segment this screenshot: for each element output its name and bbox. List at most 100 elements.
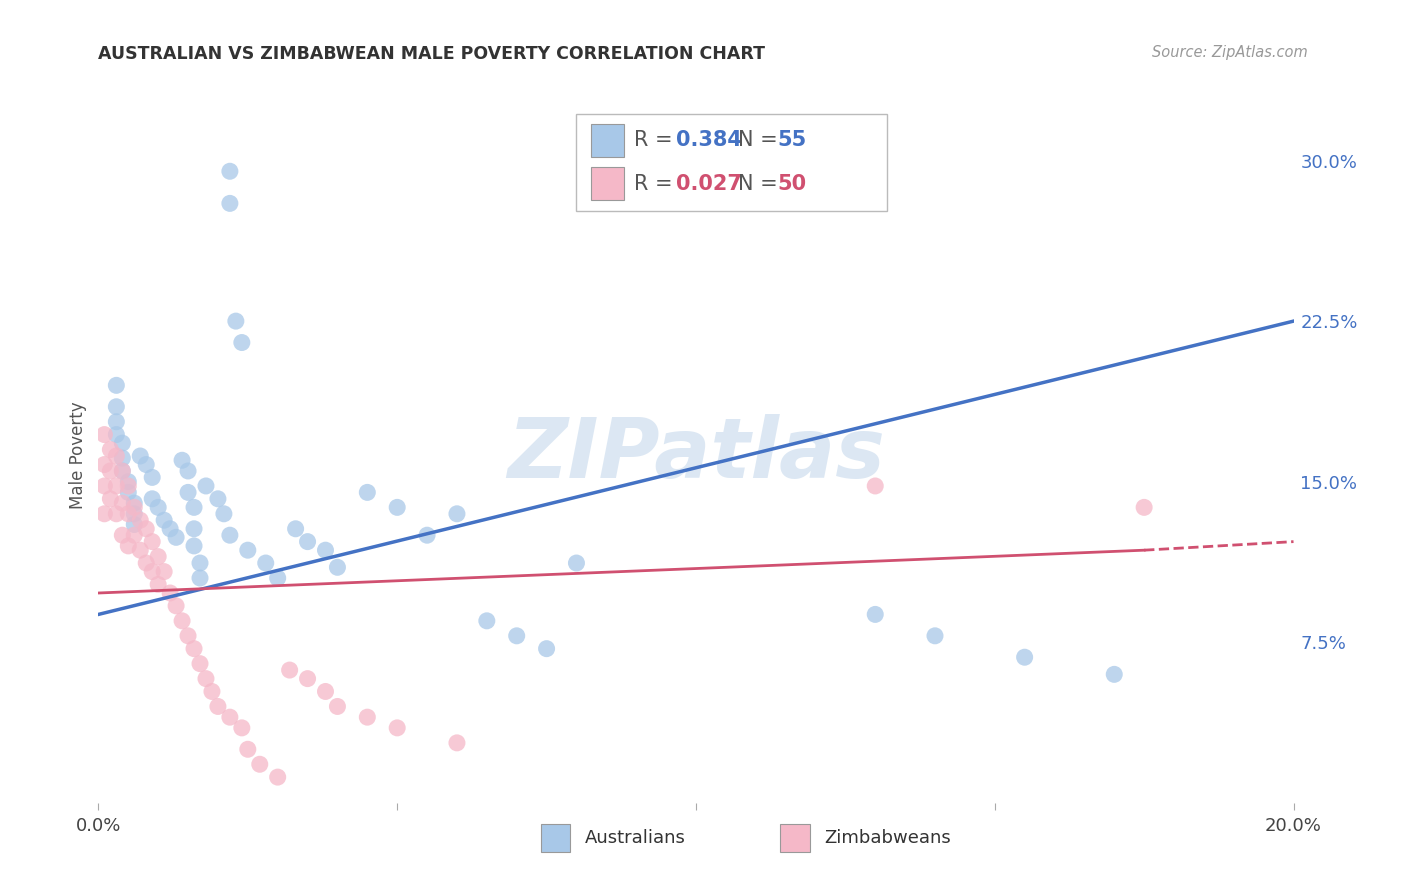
Text: 50: 50 — [778, 174, 807, 194]
Point — [236, 742, 259, 756]
Point — [117, 475, 139, 489]
Point — [141, 470, 163, 484]
Point — [1014, 650, 1036, 665]
Point — [446, 507, 468, 521]
Point — [105, 378, 128, 392]
Point — [231, 335, 253, 350]
Point — [207, 491, 229, 506]
Point — [177, 464, 200, 478]
Point — [236, 543, 259, 558]
Point — [315, 543, 337, 558]
Point — [117, 507, 139, 521]
FancyBboxPatch shape — [591, 124, 624, 157]
Point — [219, 528, 242, 542]
Text: N =: N = — [738, 130, 785, 151]
Point — [177, 485, 200, 500]
Point — [207, 699, 229, 714]
Point — [536, 641, 558, 656]
Point — [177, 629, 200, 643]
Point — [172, 614, 194, 628]
Point — [129, 449, 152, 463]
Point — [249, 757, 271, 772]
Point — [98, 491, 122, 506]
Text: R =: R = — [634, 174, 679, 194]
Point — [165, 530, 187, 544]
Point — [865, 607, 887, 622]
Y-axis label: Male Poverty: Male Poverty — [69, 401, 87, 508]
Text: Zimbabweans: Zimbabweans — [824, 829, 950, 847]
Point — [1104, 667, 1126, 681]
Point — [129, 513, 152, 527]
Point — [111, 528, 134, 542]
Point — [297, 672, 319, 686]
Point — [105, 449, 128, 463]
Text: AUSTRALIAN VS ZIMBABWEAN MALE POVERTY CORRELATION CHART: AUSTRALIAN VS ZIMBABWEAN MALE POVERTY CO… — [98, 45, 765, 62]
Point — [159, 586, 181, 600]
Point — [105, 415, 128, 429]
Text: N =: N = — [738, 174, 785, 194]
Point — [326, 560, 349, 574]
Point — [506, 629, 529, 643]
Point — [188, 657, 211, 671]
Point — [105, 427, 128, 442]
Point — [219, 710, 242, 724]
Point — [231, 721, 253, 735]
Point — [105, 507, 128, 521]
Point — [93, 458, 115, 472]
Point — [117, 479, 139, 493]
Point — [278, 663, 301, 677]
Point — [183, 500, 205, 515]
Point — [219, 196, 242, 211]
Point — [225, 314, 247, 328]
Point — [565, 556, 588, 570]
Point — [93, 479, 115, 493]
Point — [195, 479, 218, 493]
Point — [865, 479, 887, 493]
Point — [98, 442, 122, 457]
Point — [111, 496, 134, 510]
Point — [188, 571, 211, 585]
Point — [267, 770, 290, 784]
Point — [195, 672, 218, 686]
Point — [159, 522, 181, 536]
Point — [219, 164, 242, 178]
Point — [124, 528, 146, 542]
Point — [124, 507, 146, 521]
Point — [111, 464, 134, 478]
Point — [267, 571, 290, 585]
Text: 55: 55 — [778, 130, 807, 151]
Point — [98, 464, 122, 478]
Text: 0.027: 0.027 — [676, 174, 741, 194]
Point — [93, 427, 115, 442]
Point — [129, 543, 152, 558]
Point — [446, 736, 468, 750]
FancyBboxPatch shape — [576, 114, 887, 211]
Text: Australians: Australians — [585, 829, 686, 847]
FancyBboxPatch shape — [591, 167, 624, 201]
Point — [165, 599, 187, 613]
Point — [135, 522, 157, 536]
Point — [117, 539, 139, 553]
Point — [135, 458, 157, 472]
Point — [105, 479, 128, 493]
Point — [111, 436, 134, 450]
Text: ZIPatlas: ZIPatlas — [508, 415, 884, 495]
Point — [183, 539, 205, 553]
Point — [475, 614, 498, 628]
Point — [416, 528, 439, 542]
Text: R =: R = — [634, 130, 679, 151]
Point — [356, 710, 378, 724]
Point — [183, 641, 205, 656]
Text: Source: ZipAtlas.com: Source: ZipAtlas.com — [1152, 45, 1308, 60]
Point — [1133, 500, 1156, 515]
Point — [111, 451, 134, 466]
Text: 0.384: 0.384 — [676, 130, 741, 151]
Point — [183, 522, 205, 536]
FancyBboxPatch shape — [779, 823, 810, 852]
Point — [124, 517, 146, 532]
Point — [326, 699, 349, 714]
Point — [124, 500, 146, 515]
Point — [141, 565, 163, 579]
Point — [254, 556, 277, 570]
Point — [385, 500, 409, 515]
